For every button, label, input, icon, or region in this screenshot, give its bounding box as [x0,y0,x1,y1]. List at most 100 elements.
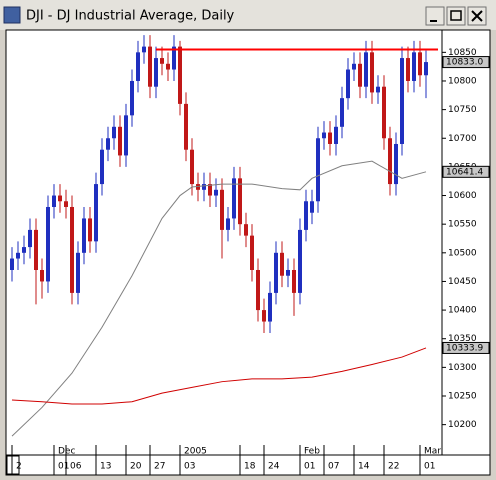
candle-body [304,201,308,230]
candle-body [292,269,296,293]
x-tick-label: 27 [154,462,165,472]
candle-body [232,178,236,219]
candle-body [346,69,350,99]
candle-body [142,46,146,53]
candle-body [412,52,416,81]
candle-body [334,126,338,144]
candle-body [136,52,140,81]
candle-body [238,178,242,225]
candle-body [94,184,98,242]
candle-body [382,86,386,139]
x-tick-label: 14 [358,462,370,472]
candle-body [166,63,170,70]
candle-body [64,201,68,207]
candle-body [118,126,122,156]
candle-body [148,46,152,87]
candle-body [226,218,230,230]
x-tick-label: 24 [268,462,280,472]
y-tick-label: 10300 [448,363,477,373]
candle-body [202,184,206,190]
candle-body [250,235,254,270]
candle-body [358,63,362,87]
candle-body [352,63,356,70]
x-tick-label: 20 [130,462,142,472]
y-tick-label: 10850 [448,48,477,58]
candle-body [100,149,104,185]
candle-body [34,229,38,270]
candle-body [82,218,86,253]
candle-body [310,201,314,213]
candle-body [394,143,398,185]
candle-body [424,62,428,76]
price-marker-label: 10641.4 [446,167,483,177]
y-tick-label: 10350 [448,334,477,344]
y-tick-label: 10500 [448,248,477,258]
price-marker [442,56,490,69]
y-tick-label: 10250 [448,392,477,402]
candle-body [388,138,392,185]
candle-body [76,252,80,293]
candle-body [298,229,302,293]
x-tick-label: 18 [244,462,256,472]
x-tick-label: 13 [100,462,111,472]
candle-body [268,292,272,322]
x-axis-panel [5,454,491,476]
plot-area [5,29,443,456]
month-label: Feb [304,447,320,457]
y-tick-label: 10400 [448,306,477,316]
x-tick-label: 2 [16,462,22,472]
y-tick-label: 10450 [448,277,477,287]
month-label: Mar [424,447,441,457]
candle-body [178,46,182,104]
y-tick-label: 10800 [448,76,477,86]
window-icon [3,6,21,24]
candle-body [208,184,212,196]
scroll-box[interactable] [6,455,20,475]
month-label: Dec [58,447,75,457]
candle-body [322,132,326,139]
candle-body [406,58,410,81]
candle-body [316,138,320,202]
candle-body [400,58,404,144]
candle-body [376,86,380,93]
y-tick-label: 10550 [448,220,477,230]
candle-body [70,206,74,293]
candle-body [10,258,14,270]
candle-body [28,229,32,248]
candle-body [130,80,134,116]
moving-average [11,347,427,405]
price-marker [442,165,490,178]
candle-body [370,52,374,93]
candle-body [154,58,158,87]
candle-body [184,103,188,150]
candle-body [58,195,62,202]
price-marker-label: 10833.0 [446,58,483,68]
maximize-button[interactable] [446,6,466,26]
candle-body [172,46,176,70]
candle-body [22,247,26,253]
candle-body [286,269,290,276]
candle-body [280,252,284,276]
title-bar [0,0,496,30]
candle-body [16,252,20,259]
month-label: 2005 [184,447,207,457]
candle-body [244,224,248,236]
x-tick-label: 07 [328,462,339,472]
x-tick-label: 01 [58,462,69,472]
y-tick-label: 10200 [448,420,477,430]
y-tick-label: 10600 [448,191,477,201]
price-marker-label: 10333.9 [446,343,483,353]
candle-body [40,269,44,282]
candle-body [364,52,368,87]
x-tick-label: 01 [304,462,315,472]
candle-body [214,189,218,196]
candle-body [46,206,50,282]
candle-body [256,269,260,311]
candle-body [262,310,266,322]
candle-body [160,58,164,64]
price-marker [442,341,490,354]
close-button[interactable] [467,6,487,26]
minimize-button[interactable] [425,6,445,26]
